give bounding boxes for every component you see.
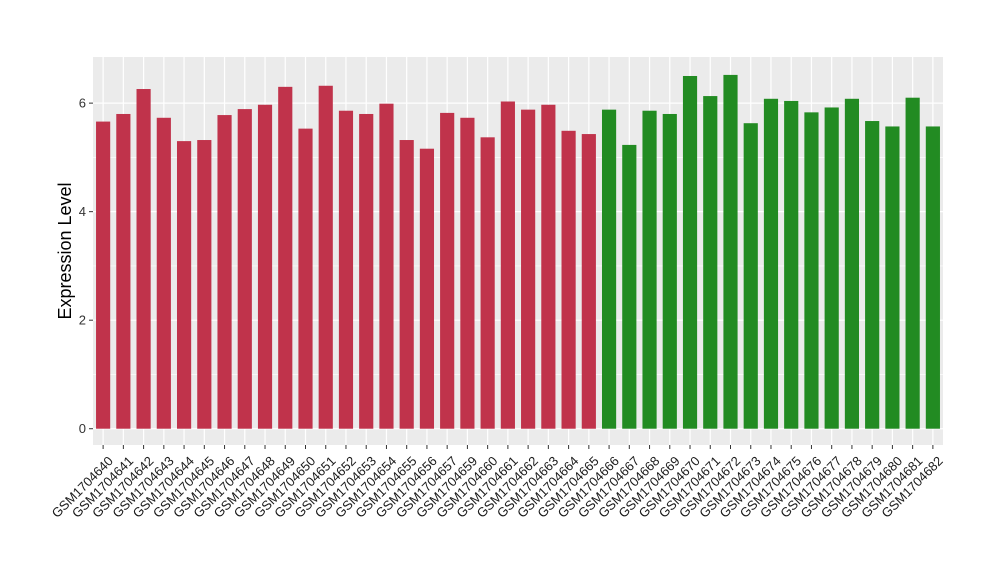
bar	[581, 134, 596, 429]
bar	[784, 100, 799, 429]
bar	[359, 113, 374, 429]
bar	[865, 121, 880, 429]
y-tick-label: 2	[79, 313, 86, 328]
bar	[197, 140, 212, 429]
y-tick-label: 6	[79, 96, 86, 111]
bar	[824, 107, 839, 429]
bar	[156, 117, 171, 429]
bar	[136, 89, 151, 429]
bar	[500, 101, 515, 429]
bar	[338, 110, 354, 429]
x-axis: GSM1704640GSM1704641GSM1704642GSM1704643…	[49, 445, 946, 521]
bar-series	[96, 74, 940, 429]
bar	[379, 103, 394, 429]
bar	[318, 85, 333, 429]
bar	[96, 121, 111, 429]
bar	[642, 110, 657, 429]
bar	[480, 137, 495, 429]
bar	[885, 126, 900, 429]
bar	[419, 148, 435, 429]
plot-panel	[93, 57, 943, 445]
y-tick-label: 4	[79, 204, 86, 219]
bar	[804, 112, 819, 429]
bar	[905, 97, 920, 429]
bar	[399, 140, 414, 429]
bar	[541, 104, 556, 429]
bar	[622, 144, 637, 429]
bar	[521, 109, 536, 429]
bar	[662, 113, 677, 429]
bar	[763, 98, 779, 429]
bar	[217, 115, 232, 429]
bar	[682, 75, 698, 429]
y-tick-label: 0	[79, 421, 86, 436]
bar	[257, 104, 273, 429]
y-axis-title: Expression Level	[55, 182, 75, 319]
bar	[116, 113, 131, 429]
bar	[298, 128, 313, 429]
bar	[703, 96, 718, 429]
bar	[844, 98, 860, 429]
bar	[176, 141, 192, 429]
bar	[460, 117, 475, 429]
bar	[925, 126, 940, 429]
bar	[723, 74, 738, 429]
bar	[601, 109, 617, 429]
bar	[561, 130, 576, 429]
bar	[237, 109, 252, 429]
bar	[743, 123, 758, 429]
bar	[440, 112, 455, 429]
y-axis: 0 2 4 6	[79, 96, 93, 436]
bar	[278, 86, 293, 429]
